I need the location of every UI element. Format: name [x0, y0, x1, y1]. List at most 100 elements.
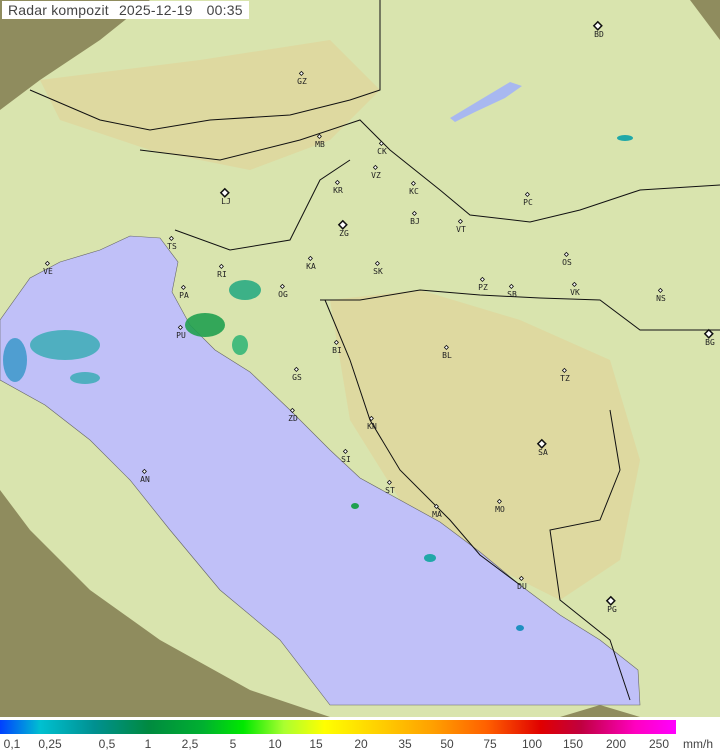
- city-pz: PZ: [478, 276, 488, 292]
- legend-value: 10: [268, 737, 282, 751]
- radar-echoes: [3, 135, 633, 631]
- city-label: SI: [341, 455, 351, 464]
- city-mb: MB: [315, 133, 325, 149]
- city-og: OG: [278, 283, 288, 299]
- city-marker-icon: [386, 479, 392, 485]
- legend-value: 1: [144, 737, 152, 751]
- precipitation-color-scale: [0, 720, 676, 734]
- city-zd: ZD: [288, 407, 298, 423]
- city-label: ZD: [288, 414, 298, 423]
- city-label: KR: [333, 186, 343, 195]
- city-label: SK: [373, 267, 383, 276]
- city-marker-icon: [524, 191, 530, 197]
- city-label: SB: [507, 290, 517, 299]
- city-label: RI: [217, 270, 227, 279]
- city-si: SI: [341, 448, 351, 464]
- city-marker-icon: [508, 283, 514, 289]
- city-sk: SK: [373, 260, 383, 276]
- lake-balaton: [450, 82, 522, 122]
- city-marker-icon: [479, 276, 485, 282]
- city-marker-icon: [180, 284, 186, 290]
- city-ma: MA: [432, 503, 442, 519]
- city-marker-icon: [368, 415, 374, 421]
- city-label: DU: [517, 582, 527, 591]
- city-markers: GZ BD MB CK VZ KR KC PC LJ ZG BJ VT TS VE RI KA SK OS PA OG…: [43, 20, 715, 614]
- city-marker-icon: [141, 468, 147, 474]
- city-marker-icon: [279, 283, 285, 289]
- city-label: AN: [140, 475, 150, 484]
- city-label: PC: [523, 198, 533, 207]
- city-kn: KN: [367, 415, 377, 431]
- city-label: CK: [377, 147, 387, 156]
- city-label: ST: [385, 486, 395, 495]
- city-tz: TZ: [560, 367, 570, 383]
- city-label: BI: [332, 346, 342, 355]
- echo-lika-coast: [232, 335, 248, 355]
- city-marker-icon: [561, 367, 567, 373]
- title-text: Radar kompozit: [8, 2, 109, 18]
- city-label: BG: [705, 338, 715, 347]
- city-label: SA: [538, 448, 548, 457]
- city-ts: TS: [167, 235, 177, 251]
- city-label: VT: [456, 225, 466, 234]
- echo-montenegro: [516, 625, 524, 631]
- city-label: OG: [278, 290, 288, 299]
- legend-value: 15: [309, 737, 323, 751]
- city-label: PU: [176, 331, 186, 340]
- city-kr: KR: [333, 179, 343, 195]
- legend-value: 5: [229, 737, 237, 751]
- city-marker-icon: [605, 595, 616, 606]
- city-marker-icon: [44, 260, 50, 266]
- city-marker-icon: [372, 164, 378, 170]
- city-label: BL: [442, 351, 452, 360]
- city-ka: KA: [306, 255, 316, 271]
- echo-hungary: [617, 135, 633, 141]
- city-gz: GZ: [297, 70, 307, 86]
- city-marker-icon: [657, 287, 663, 293]
- city-an: AN: [140, 468, 150, 484]
- legend-unit: mm/h: [683, 737, 713, 751]
- city-marker-icon: [333, 339, 339, 345]
- city-marker-icon: [563, 251, 569, 257]
- city-marker-icon: [703, 328, 714, 339]
- city-zg: ZG: [337, 219, 349, 238]
- echo-west-sea: [30, 330, 100, 360]
- city-bj: BJ: [410, 210, 420, 226]
- echo-split: [351, 503, 359, 509]
- city-marker-icon: [536, 438, 547, 449]
- city-label: MB: [315, 140, 325, 149]
- legend-value: 150: [562, 737, 584, 751]
- city-label: ZG: [339, 229, 349, 238]
- city-marker-icon: [592, 20, 603, 31]
- terrain-highlands: [40, 40, 640, 600]
- city-label: OS: [562, 258, 572, 267]
- city-pu: PU: [176, 324, 186, 340]
- echo-south: [424, 554, 436, 562]
- city-label: MO: [495, 505, 505, 514]
- city-ns: NS: [656, 287, 666, 303]
- radar-map[interactable]: GZ BD MB CK VZ KR KC PC LJ ZG BJ VT TS VE RI KA SK OS PA OG…: [0, 0, 720, 717]
- city-vt: VT: [456, 218, 466, 234]
- legend-value: 250: [648, 737, 670, 751]
- city-marker-icon: [289, 407, 295, 413]
- city-bg: BG: [703, 328, 715, 347]
- city-label: GS: [292, 373, 302, 382]
- legend-value: 2,5: [181, 737, 199, 751]
- echo-istria: [185, 313, 225, 337]
- city-ri: RI: [217, 263, 227, 279]
- city-sa: SA: [536, 438, 548, 457]
- city-label: VK: [570, 288, 580, 297]
- city-vk: VK: [570, 281, 580, 297]
- city-marker-icon: [219, 187, 230, 198]
- city-label: KC: [409, 187, 419, 196]
- city-label: PG: [607, 605, 617, 614]
- legend-value: 0,1: [3, 737, 21, 751]
- city-marker-icon: [457, 218, 463, 224]
- city-label: BJ: [410, 217, 420, 226]
- city-label: GZ: [297, 77, 307, 86]
- city-marker-icon: [433, 503, 439, 509]
- city-label: TS: [167, 242, 177, 251]
- title-time: 00:35: [206, 2, 243, 18]
- city-bi: BI: [332, 339, 342, 355]
- city-marker-icon: [337, 219, 348, 230]
